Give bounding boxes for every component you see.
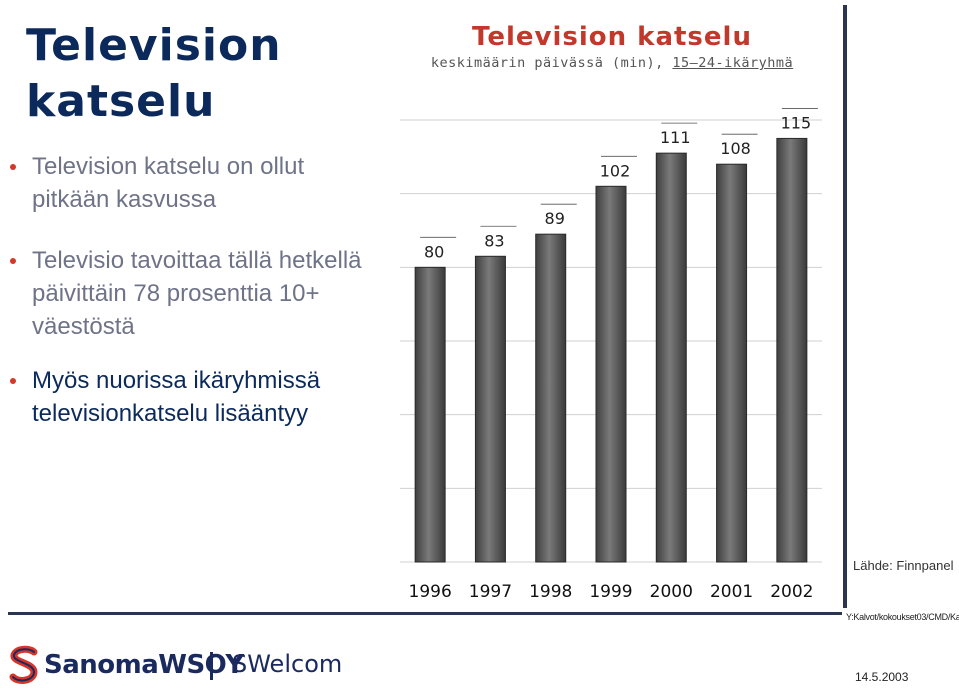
logo-divider [210, 652, 213, 680]
chart-title: Television katselu [472, 22, 752, 52]
x-tick-label: 2002 [770, 582, 813, 602]
chart-subtitle-text: keskimäärin päivässä (min), [430, 55, 673, 71]
x-tick-label: 1999 [589, 582, 632, 602]
business-unit-label: SWelcom [232, 650, 343, 678]
bar [595, 185, 627, 563]
chart-subtitle-group: 15–24-ikäryhmä [672, 55, 794, 71]
bar [776, 137, 808, 563]
bullet-dot-icon [10, 258, 16, 264]
source-label: Lähde: Finnpanel [853, 558, 954, 573]
bar-chart: 80 1996 83 1997 89 1998 102 1999 111 2000 108 2001 1… [400, 108, 822, 602]
company-logo: SanomaWSOY [8, 643, 244, 687]
bar [716, 163, 748, 563]
x-tick-label: 1997 [469, 582, 512, 602]
vertical-divider [843, 5, 847, 608]
x-tick-label: 1996 [409, 582, 452, 602]
sanoma-s-logo-icon [9, 645, 38, 684]
bullet-text: Televisio tavoittaa tällä hetkellä päivi… [32, 247, 362, 340]
data-label: 115 [781, 113, 812, 132]
x-tick-label: 2001 [710, 582, 753, 602]
bullet-item: Television katselu on ollut pitkään kasv… [10, 150, 380, 216]
bullet-dot-icon [10, 164, 16, 170]
bar [535, 233, 567, 563]
bullet-dot-icon [10, 378, 16, 384]
x-tick-label: 2000 [650, 582, 693, 602]
data-label: 102 [600, 161, 631, 180]
data-label: 108 [720, 139, 751, 158]
chart-subtitle: keskimäärin päivässä (min), 15–24-ikäryh… [402, 55, 822, 71]
data-label: 89 [545, 209, 565, 228]
horizontal-divider [8, 612, 842, 615]
x-tick-label: 1998 [529, 582, 572, 602]
data-label: 83 [484, 231, 504, 250]
bullet-text: Myös nuorissa ikäryhmissä televisionkats… [32, 367, 321, 427]
bullet-item: Televisio tavoittaa tällä hetkellä päivi… [10, 244, 380, 343]
file-path-label: Y:Kalvot/kokoukset03/CMD/Kallioja [846, 612, 959, 622]
bullet-item: Myös nuorissa ikäryhmissä televisionkats… [10, 364, 380, 430]
data-label: 80 [424, 242, 444, 261]
bullet-text: Television katselu on ollut pitkään kasv… [32, 153, 305, 213]
bar [414, 266, 446, 563]
bar [655, 152, 687, 563]
logo-text: SanomaWSOY [44, 650, 244, 680]
date-label: 14.5.2003 [855, 670, 909, 684]
slide-title: Television katselu [26, 20, 282, 127]
bar [474, 255, 506, 563]
data-label: 111 [660, 128, 691, 147]
